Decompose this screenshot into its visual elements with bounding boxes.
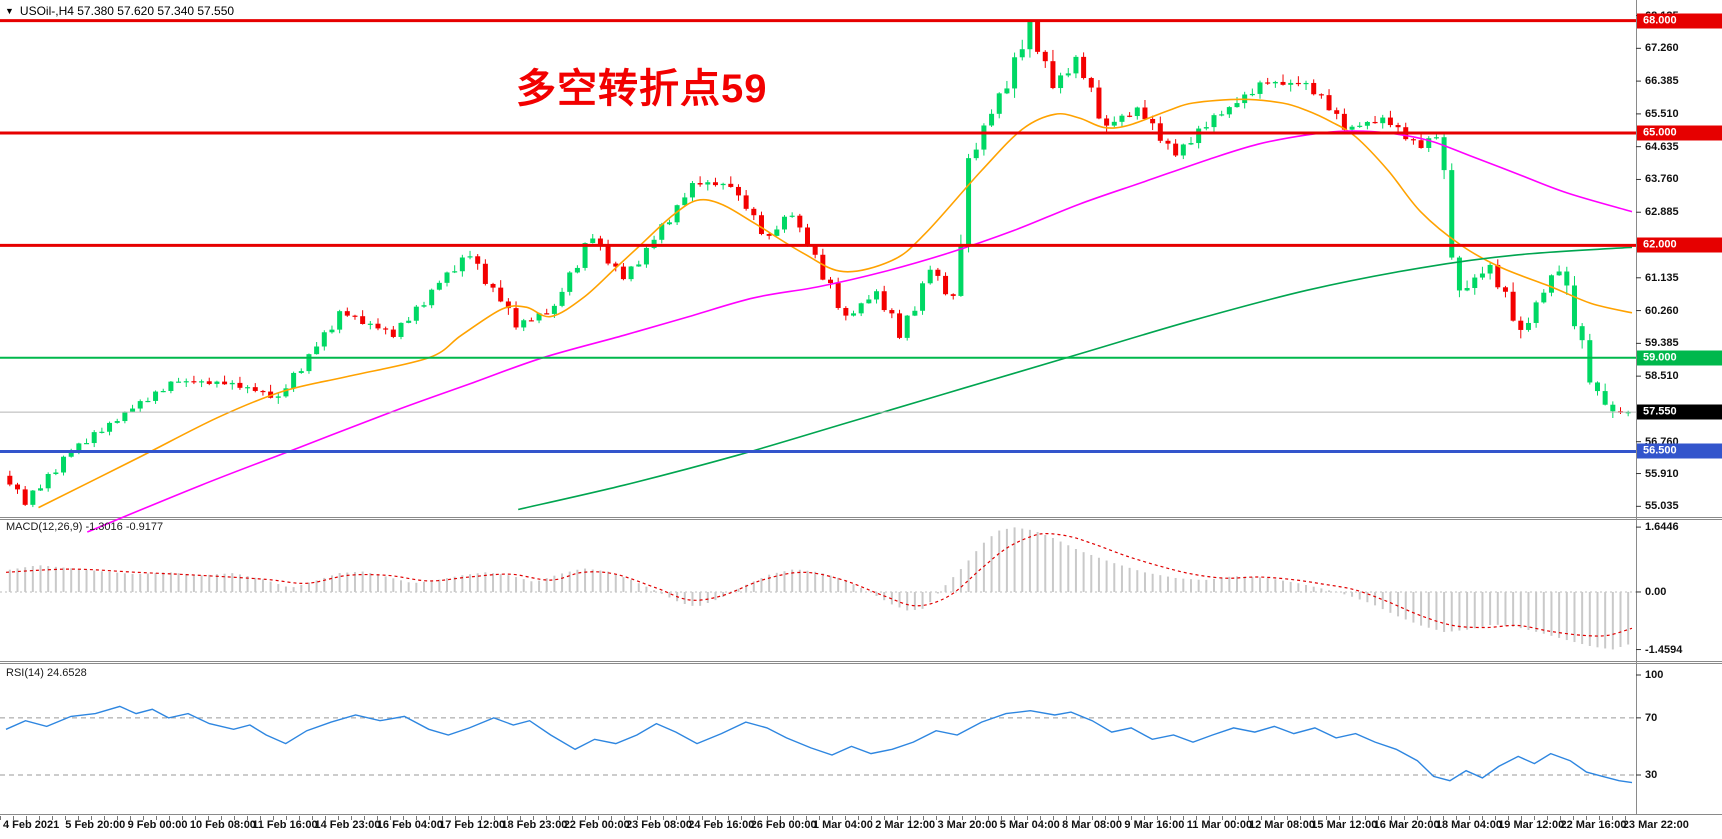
chart-title-bar: ▼ USOil-,H4 57.380 57.620 57.340 57.550 — [5, 4, 234, 18]
rsi-tick-label: 100 — [1645, 669, 1664, 681]
time-axis-label: 2 Mar 12:00 — [875, 819, 936, 831]
time-axis-label: 17 Feb 12:00 — [439, 819, 506, 831]
macd-tick-label: -1.4594 — [1645, 643, 1683, 656]
ma-mid-line — [86, 130, 1633, 533]
time-axis-label: 26 Feb 00:00 — [750, 819, 817, 831]
symbol-dropdown-icon[interactable]: ▼ — [5, 6, 14, 16]
time-axis-label: 12 Mar 08:00 — [1249, 819, 1316, 831]
time-axis-label: 22 Mar 16:00 — [1560, 819, 1627, 831]
price-tick-label: 59.385 — [1645, 337, 1679, 350]
price-tick-label: 63.760 — [1645, 173, 1679, 186]
rsi-tick-label: 70 — [1645, 711, 1658, 724]
price-tick-label: 60.260 — [1645, 304, 1679, 317]
price-tick-label: 55.035 — [1645, 500, 1679, 513]
price-badge: 56.500 — [1637, 443, 1722, 459]
macd-signal-line — [5, 532, 1633, 637]
time-axis-label: 4 Feb 2021 — [3, 819, 60, 831]
macd-histogram — [0, 527, 1636, 650]
time-axis-label: 11 Mar 00:00 — [1186, 819, 1253, 831]
price-badge: 68.000 — [1637, 13, 1722, 29]
time-axis-label: 10 Feb 08:00 — [189, 819, 256, 831]
time-axis-label: 9 Mar 16:00 — [1124, 819, 1185, 831]
time-axis-label: 23 Mar 22:00 — [1622, 819, 1689, 831]
symbol-ohlc-title: USOil-,H4 57.380 57.620 57.340 57.550 — [19, 4, 235, 18]
price-tick-label: 61.135 — [1645, 271, 1679, 284]
time-axis-label: 16 Mar 20:00 — [1373, 819, 1440, 831]
ma-fast-line — [38, 98, 1633, 509]
price-badge: 57.550 — [1637, 404, 1722, 420]
rsi-tick-label: 30 — [1645, 769, 1658, 781]
time-axis-label: 11 Feb 16:00 — [252, 819, 318, 831]
price-tick-label: 64.635 — [1645, 140, 1679, 153]
macd-indicator-label: MACD(12,26,9) -1.3016 -0.9177 — [6, 521, 164, 533]
time-axis-label: 14 Feb 23:00 — [314, 819, 381, 831]
time-axis-label: 18 Feb 23:00 — [501, 819, 568, 831]
time-axis-ticks — [0, 816, 1636, 820]
rsi-line — [0, 705, 1636, 784]
price-badge: 62.000 — [1637, 237, 1722, 253]
time-axis-label: 18 Mar 04:00 — [1435, 819, 1502, 831]
price-tick-label: 65.510 — [1645, 107, 1679, 120]
time-axis-label: 3 Mar 20:00 — [937, 819, 998, 831]
macd-tick-label: 1.6446 — [1645, 521, 1679, 534]
price-tick-label: 62.885 — [1645, 206, 1679, 219]
price-tick-label: 58.510 — [1645, 370, 1679, 383]
price-badge: 65.000 — [1637, 125, 1722, 141]
macd-tick-label: 0.00 — [1645, 585, 1667, 598]
time-axis-label: 8 Mar 08:00 — [1062, 819, 1123, 831]
time-axis-label: 23 Feb 08:00 — [626, 819, 693, 831]
chart-annotation-text: 多空转折点59 — [516, 67, 768, 111]
price-tick-label: 67.260 — [1645, 42, 1679, 55]
time-axis-label: 5 Mar 04:00 — [999, 819, 1060, 831]
candlesticks — [7, 20, 1631, 508]
time-axis-label: 24 Feb 16:00 — [688, 819, 755, 831]
time-axis-label: 19 Mar 12:00 — [1498, 819, 1565, 831]
time-axis-label: 22 Feb 00:00 — [563, 819, 630, 831]
price-tick-label: 55.910 — [1645, 467, 1679, 480]
time-axis-label: 1 Mar 04:00 — [812, 819, 873, 831]
price-tick-label: 66.385 — [1645, 75, 1679, 88]
ma-slow-line — [518, 246, 1633, 511]
time-axis-label: 5 Feb 20:00 — [65, 819, 126, 831]
time-axis-label: 16 Feb 04:00 — [376, 819, 443, 831]
panel-borders — [0, 0, 1722, 815]
price-badge: 59.000 — [1637, 350, 1722, 366]
time-axis-label: 15 Mar 12:00 — [1311, 819, 1378, 831]
time-axis-label: 9 Feb 00:00 — [127, 819, 188, 831]
rsi-indicator-label: RSI(14) 24.6528 — [6, 667, 87, 679]
axis-tick-marks — [1636, 15, 1641, 776]
support-resistance-lines — [0, 19, 1636, 453]
